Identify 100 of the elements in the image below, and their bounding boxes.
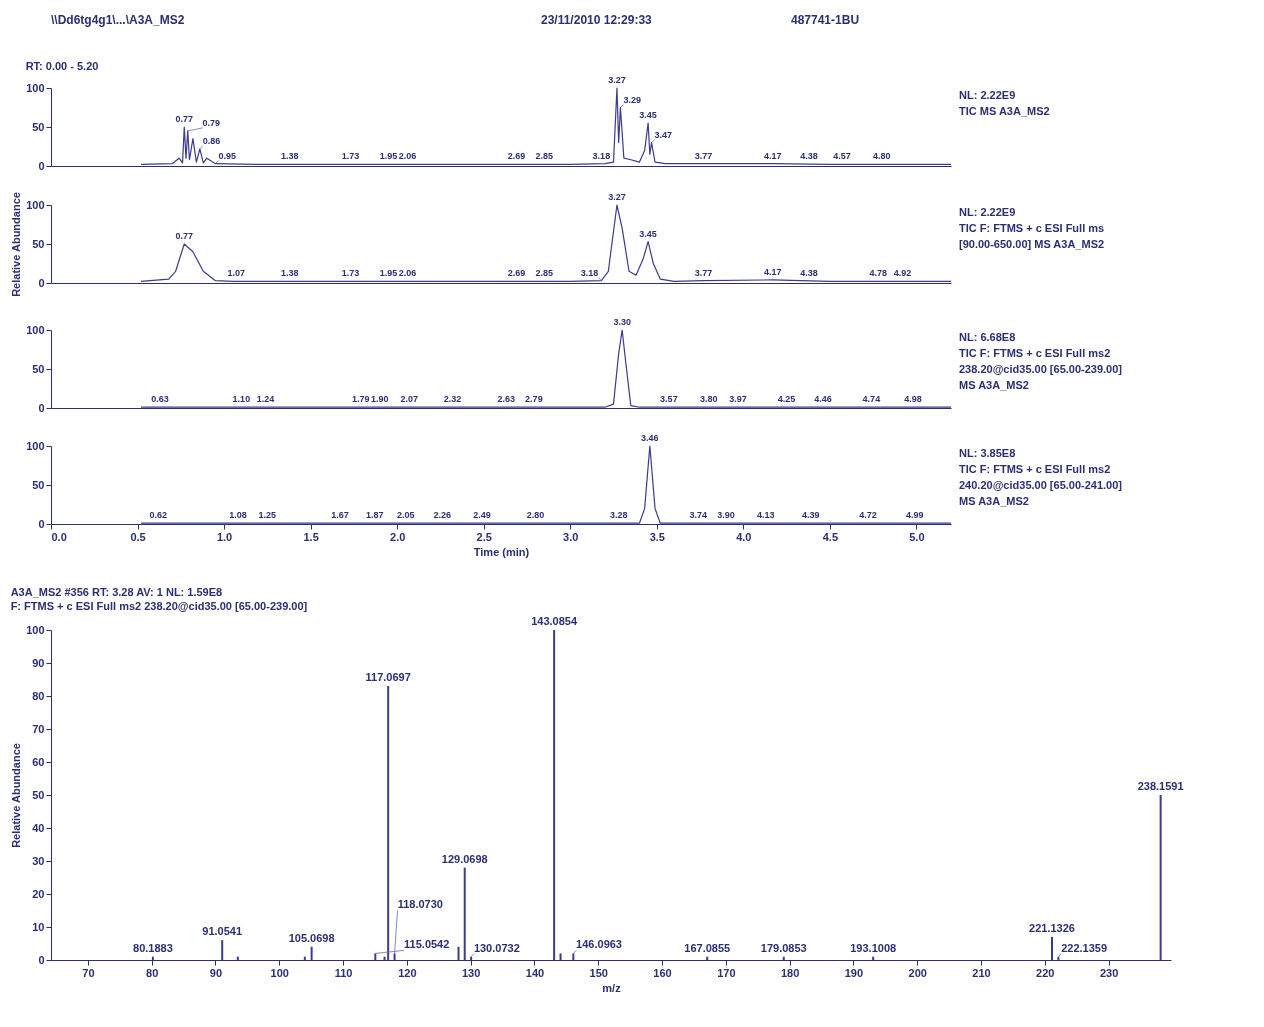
annotation: 1.73 — [341, 151, 360, 162]
annotation: 3.77 — [694, 150, 713, 161]
y-tick-label: 80 — [32, 689, 45, 702]
y-tick-label: 20 — [32, 887, 45, 900]
x-tick-label: 170 — [717, 966, 736, 979]
annotation: 4.57 — [833, 151, 851, 162]
chart-subtitle: F: FTMS + c ESI Full ms2 238.20@cid35.00 [65.00-239.00] — [10, 600, 308, 612]
y-tick-label: 50 — [32, 478, 45, 491]
text: TIC F: FTMS + c ESI Full ms2 — [959, 463, 1111, 475]
annotation: 179.0853 — [760, 941, 807, 954]
x-tick-label: 220 — [1036, 966, 1055, 979]
annotation: 1.10 — [232, 394, 251, 405]
x-tick-label: 160 — [653, 966, 672, 979]
y-tick-label: 50 — [32, 120, 45, 133]
annotation: 1.38 — [281, 268, 299, 279]
annotation: 129.0698 — [441, 852, 488, 865]
annotation: 1.90 — [371, 394, 389, 405]
text: NL: 3.85E8 — [959, 447, 1016, 459]
y-tick-label: 40 — [32, 821, 45, 834]
annotation: 4.98 — [904, 394, 922, 405]
annotation: 167.0855 — [684, 941, 731, 954]
annotation: 1.95 — [379, 151, 398, 162]
annotation: 4.92 — [893, 268, 912, 279]
text: [90.00-650.00] MS A3A_MS2 — [959, 238, 1105, 250]
annotation: 3.45 — [639, 110, 657, 121]
annotation: 222.1359 — [1061, 941, 1108, 954]
annotation: 0.62 — [149, 510, 168, 521]
annotation: 1.87 — [365, 510, 384, 521]
annotation: 2.85 — [535, 151, 554, 162]
annotation: 3.57 — [660, 394, 678, 405]
annotation: 3.45 — [639, 228, 657, 239]
y-tick-label: 30 — [32, 854, 45, 867]
annotation: 4.78 — [869, 268, 888, 279]
annotation: 3.18 — [592, 150, 611, 161]
x-tick-label: 2.5 — [476, 530, 492, 543]
y-tick-label: 100 — [26, 623, 45, 636]
x-tick-label: 5.0 — [909, 530, 925, 543]
y-tick-label: 50 — [32, 237, 45, 250]
text: TIC MS A3A_MS2 — [959, 105, 1050, 117]
x-tick-label: 200 — [908, 966, 927, 979]
x-tick-label: 2.0 — [390, 530, 406, 543]
annotation: 3.28 — [609, 510, 628, 521]
y-tick-label: 100 — [26, 323, 45, 336]
y-tick-label: 100 — [26, 439, 45, 452]
annotation: 2.69 — [507, 151, 526, 162]
annotation: 0.95 — [218, 150, 236, 161]
annotation: 4.38 — [800, 268, 818, 279]
x-tick-label: 110 — [334, 966, 353, 979]
annotation: 143.0854 — [531, 615, 578, 627]
x-tick-label: 130 — [461, 966, 481, 979]
x-tick-label: 0.0 — [51, 530, 67, 543]
annotation: 1.67 — [331, 510, 349, 521]
annotation: 1.73 — [341, 268, 360, 279]
annotation: 0.63 — [151, 394, 169, 405]
annotation: 2.32 — [443, 394, 462, 405]
annotation: 2.69 — [507, 268, 526, 279]
annotation: 146.0963 — [576, 938, 622, 951]
x-tick-label: 180 — [780, 966, 800, 979]
x-tick-label: 90 — [209, 966, 223, 979]
y-tick-label: 0 — [38, 517, 45, 530]
annotation: 4.39 — [802, 510, 820, 521]
annotation: 2.06 — [398, 151, 417, 162]
y-tick-label: 0 — [38, 401, 45, 414]
y-tick-label: 70 — [32, 722, 45, 735]
annotation: 4.99 — [905, 510, 924, 521]
annotation: 193.1008 — [850, 941, 897, 954]
y-tick-label: 0 — [38, 276, 45, 289]
text: 240.20@cid35.00 [65.00-241.00] — [959, 479, 1123, 491]
x-tick-label: 1.0 — [216, 530, 233, 543]
annotation: 3.27 — [608, 75, 626, 85]
annotation: 118.0730 — [397, 898, 443, 911]
annotation: 0.86 — [202, 135, 221, 146]
y-tick-label: 100 — [26, 81, 45, 94]
annotation: 0.77 — [175, 114, 194, 124]
annotation: 4.80 — [873, 151, 891, 162]
x-tick-label: 70 — [82, 966, 95, 979]
text: \\Dd6tg4g1\...\A3A_MS2 — [51, 13, 185, 27]
annotation: 3.47 — [654, 129, 673, 140]
annotation: 238.1591 — [1137, 780, 1184, 792]
y-tick-label: 0 — [38, 159, 45, 172]
x-tick-label: 190 — [844, 966, 864, 979]
annotation: 3.27 — [608, 192, 626, 202]
annotation: 0.77 — [175, 231, 194, 241]
annotation: 1.79 — [352, 394, 370, 405]
annotation: 1.07 — [227, 268, 245, 279]
x-tick-label: 4.5 — [822, 530, 838, 543]
text: TIC F: FTMS + c ESI Full ms — [959, 222, 1105, 234]
y-tick-label: 0 — [38, 953, 45, 966]
annotation: 3.46 — [641, 433, 659, 443]
annotation: 2.07 — [400, 394, 419, 405]
x-tick-label: 80 — [146, 966, 159, 979]
annotation: 80.1883 — [133, 941, 173, 954]
x-tick-label: 3.5 — [649, 530, 665, 543]
annotation: 2.26 — [433, 510, 451, 521]
annotation: 2.79 — [525, 394, 543, 405]
annotation: 1.25 — [258, 510, 277, 521]
x-axis-title: Time (min) — [473, 545, 530, 558]
annotation: 3.30 — [613, 317, 631, 327]
y-tick-label: 50 — [32, 362, 45, 375]
annotation: 3.97 — [729, 394, 747, 405]
